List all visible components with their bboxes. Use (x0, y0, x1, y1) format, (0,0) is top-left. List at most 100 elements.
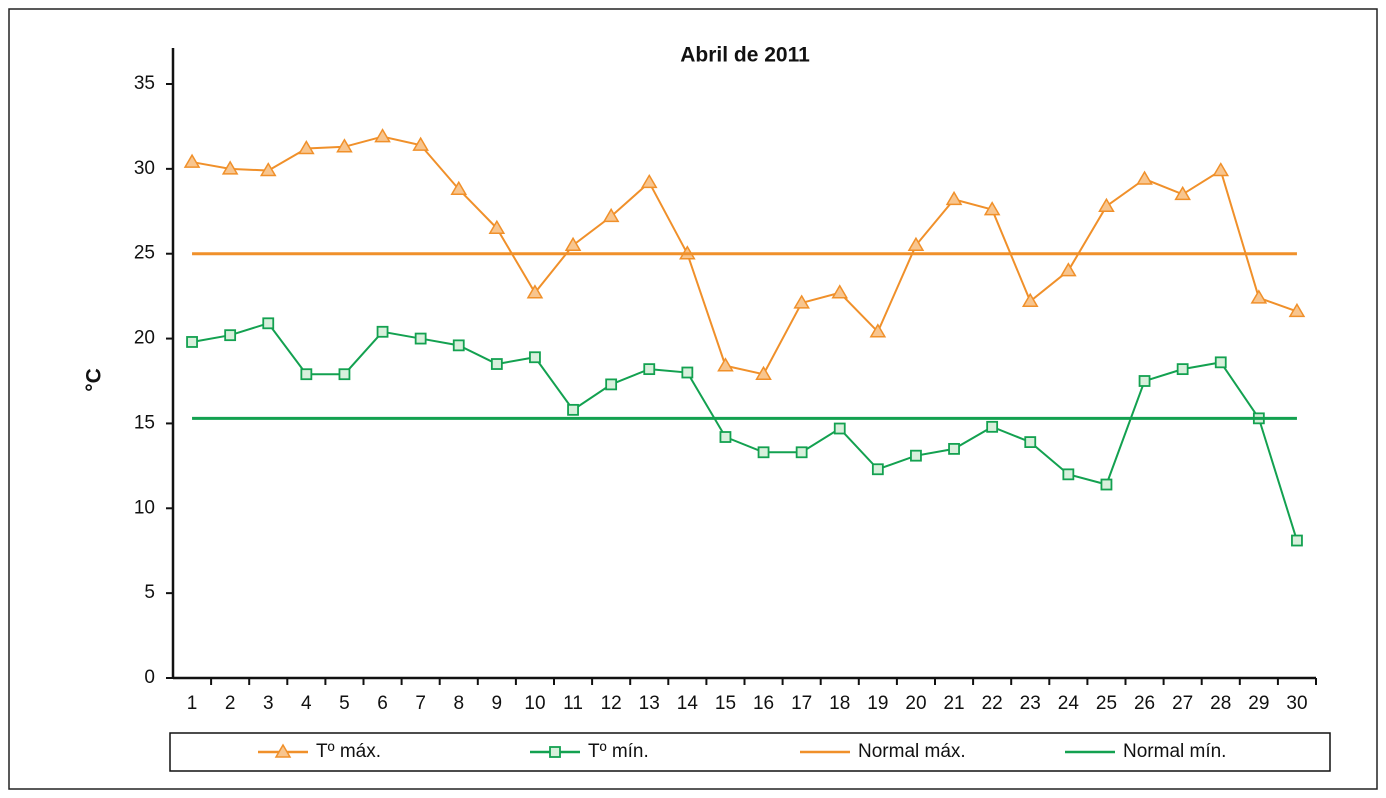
data-point (643, 363, 656, 376)
data-point (1021, 292, 1039, 307)
data-point (1062, 468, 1075, 481)
chart-title: Abril de 2011 (680, 44, 810, 67)
data-point (1176, 363, 1189, 376)
data-point (602, 207, 620, 223)
data-point (564, 236, 582, 251)
data-point (640, 173, 658, 189)
data-point (793, 294, 810, 309)
x-tick-label: 11 (563, 693, 583, 714)
x-tick-label: 28 (1210, 693, 1231, 714)
x-tick-label: 22 (982, 693, 1003, 714)
data-point (1060, 262, 1077, 277)
data-point (529, 351, 541, 364)
data-point (795, 446, 808, 459)
x-tick-label: 5 (339, 693, 350, 714)
x-tick-label: 26 (1134, 693, 1155, 714)
data-point (183, 153, 201, 168)
y-tick-label: 10 (134, 497, 155, 518)
data-point (298, 140, 315, 155)
x-tick-label: 23 (1020, 693, 1041, 714)
x-tick-label: 4 (301, 693, 312, 714)
x-tick-label: 12 (601, 693, 622, 714)
data-point (1288, 302, 1306, 318)
data-point (1291, 534, 1303, 547)
y-tick-label: 0 (144, 667, 155, 688)
x-tick-label: 3 (263, 693, 274, 714)
x-tick-label: 15 (715, 693, 736, 714)
data-point (945, 190, 963, 206)
x-tick-label: 7 (415, 693, 426, 714)
data-point (338, 368, 351, 381)
data-point (910, 449, 922, 462)
y-axis-label: °C (83, 368, 106, 392)
data-point (336, 138, 353, 153)
data-point (605, 378, 618, 391)
data-point (1212, 162, 1230, 177)
data-point (871, 463, 884, 476)
data-point (1100, 478, 1113, 491)
x-tick-label: 30 (1286, 693, 1307, 714)
data-point (224, 329, 237, 342)
data-point (757, 446, 770, 459)
legend-marker (274, 743, 292, 758)
x-tick-label: 2 (225, 693, 236, 714)
x-tick-label: 13 (639, 693, 660, 714)
data-point (300, 368, 313, 381)
data-point (681, 366, 694, 379)
data-point (1136, 170, 1153, 185)
x-tick-label: 6 (377, 693, 388, 714)
chart-frame (8, 8, 1378, 790)
data-point (983, 201, 1001, 216)
data-point (719, 431, 732, 443)
data-point (1138, 375, 1151, 387)
y-tick-label: 30 (134, 158, 155, 179)
x-tick-label: 18 (829, 693, 850, 714)
legend-marker (549, 746, 561, 758)
data-point (948, 442, 960, 455)
legend-label: Tº máx. (316, 741, 381, 762)
data-point (376, 325, 389, 338)
x-tick-label: 20 (905, 693, 926, 714)
x-tick-label: 9 (492, 693, 503, 714)
x-tick-label: 19 (867, 693, 888, 714)
x-tick-label: 24 (1058, 693, 1080, 714)
x-tick-label: 21 (943, 693, 964, 714)
data-point (452, 339, 465, 352)
data-point (1174, 185, 1191, 201)
legend (169, 732, 1331, 772)
x-tick-label: 29 (1248, 693, 1269, 714)
data-point (869, 323, 887, 338)
x-tick-label: 17 (791, 693, 812, 714)
x-tick-label: 14 (677, 693, 699, 714)
legend-label: Normal máx. (858, 741, 966, 762)
data-point (490, 358, 503, 370)
y-tick-label: 20 (134, 328, 155, 349)
x-tick-label: 25 (1096, 693, 1117, 714)
y-tick-label: 15 (134, 412, 155, 433)
data-point (567, 403, 579, 416)
data-point (526, 284, 544, 299)
data-point (717, 357, 734, 372)
data-point (374, 128, 391, 143)
data-point (414, 332, 427, 345)
data-line (191, 135, 1298, 376)
x-tick-label: 27 (1172, 693, 1193, 714)
data-point (831, 284, 849, 299)
legend-label: Tº mín. (588, 741, 649, 762)
x-tick-label: 16 (753, 693, 774, 714)
data-point (1098, 197, 1115, 212)
data-point (221, 160, 239, 175)
data-point (907, 236, 925, 251)
data-point (412, 136, 429, 151)
data-point (488, 219, 506, 235)
y-tick-label: 5 (144, 582, 155, 603)
x-tick-label: 1 (187, 693, 198, 714)
data-point (186, 336, 198, 348)
data-point (833, 422, 846, 435)
data-line (191, 322, 1298, 541)
data-point (1250, 289, 1268, 304)
legend-label: Normal mín. (1123, 741, 1226, 762)
y-tick-label: 35 (134, 73, 155, 94)
y-tick-label: 25 (134, 243, 155, 264)
